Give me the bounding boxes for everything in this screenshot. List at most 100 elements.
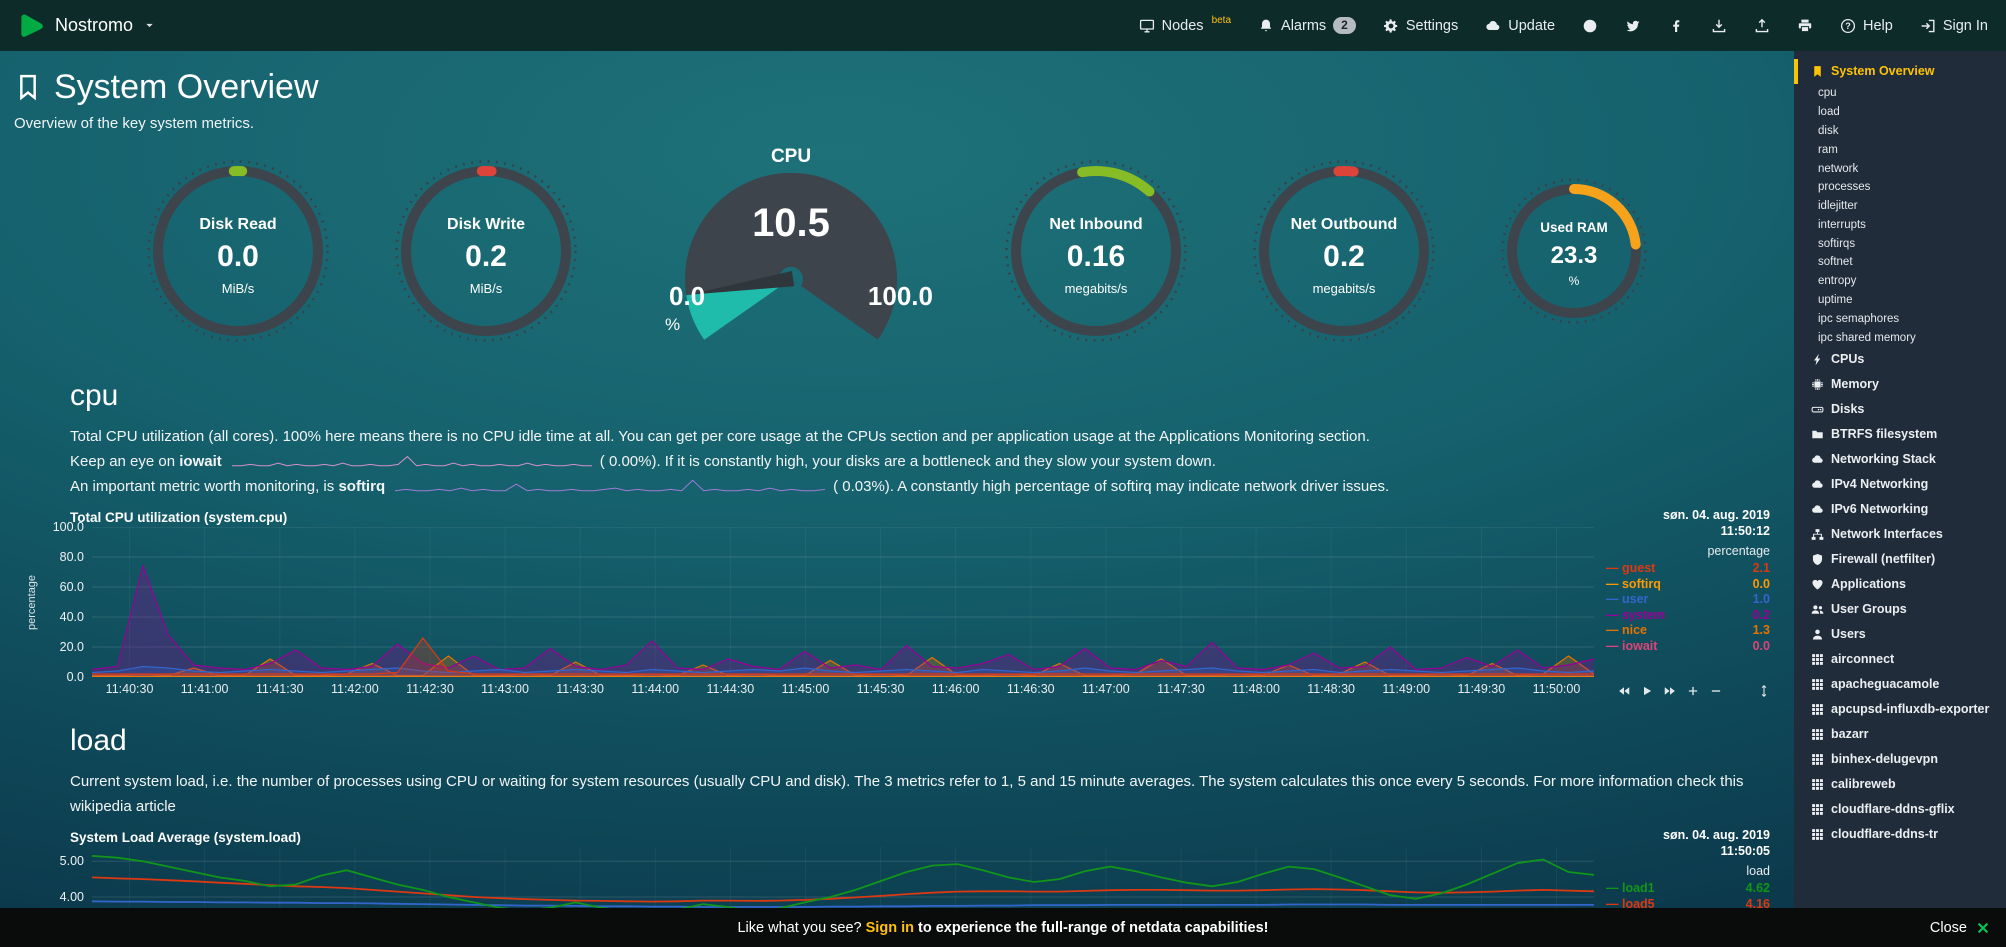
sidebar-item-users[interactable]: Users <box>1794 622 2002 647</box>
sitemap-icon <box>1810 528 1824 541</box>
sidebar-item-network[interactable]: network <box>1818 162 1859 175</box>
sidebar-item-apcupsd-influxdb-exporter[interactable]: apcupsd-influxdb-exporter <box>1794 697 2002 722</box>
zoom-in-button[interactable] <box>1687 685 1699 697</box>
gauge-net-outbound[interactable]: Net Outbound 0.2 megabits/s <box>1251 158 1437 344</box>
gauge-disk-write[interactable]: Disk Write 0.2 MiB/s <box>393 158 579 344</box>
download-icon <box>1711 18 1727 34</box>
iowait-sparkline <box>231 451 592 467</box>
gauge-cpu[interactable]: CPU 10.5 0.0 100.0 % <box>641 145 941 357</box>
cpu-chart-plot[interactable] <box>91 526 1595 678</box>
sidebar-item-bazarr[interactable]: bazarr <box>1794 722 2002 747</box>
sidebar-item-cloudflare-ddns-gflix[interactable]: cloudflare-ddns-gflix <box>1794 797 2002 822</box>
sidebar-item-networking-stack[interactable]: Networking Stack <box>1794 447 2002 472</box>
sidebar-item-ipc-semaphores[interactable]: ipc semaphores <box>1818 312 1900 325</box>
nodes-button[interactable]: Nodes beta <box>1139 15 1232 34</box>
sidebar-item-ram[interactable]: ram <box>1818 143 1838 156</box>
sign-in-button[interactable]: Sign In <box>1920 18 1988 34</box>
sidebar-item-applications[interactable]: Applications <box>1794 572 2002 597</box>
gauge-graphic <box>641 169 941 352</box>
node-selector[interactable]: Nostromo <box>18 12 156 39</box>
sidebar-item-memory[interactable]: Memory <box>1794 372 2002 397</box>
sidebar-item-user-groups[interactable]: User Groups <box>1794 597 2002 622</box>
sidebar-item-softnet[interactable]: softnet <box>1818 256 1853 269</box>
gauge-disk-read[interactable]: Disk Read 0.0 MiB/s <box>145 158 331 344</box>
gauge-label: Disk Read <box>199 215 277 233</box>
sidebar-item-cloudflare-ddns-tr[interactable]: cloudflare-ddns-tr <box>1794 822 2002 847</box>
sidebar-menu: System Overview cpu load disk ram network proc… <box>1794 59 2002 847</box>
gauge-value: 0.2 <box>1323 239 1365 273</box>
gauge-units: MiB/s <box>469 280 503 296</box>
sidebar-item-btrfs-filesystem[interactable]: BTRFS filesystem <box>1794 422 2002 447</box>
grid-icon <box>1810 678 1824 691</box>
twitter-button[interactable] <box>1625 18 1641 34</box>
gauge-net-inbound[interactable]: Net Inbound 0.16 megabits/s <box>1003 158 1189 344</box>
sidebar-item-processes[interactable]: processes <box>1818 181 1871 194</box>
play-button[interactable] <box>1641 685 1653 697</box>
chart-title: Total CPU utilization (system.cpu) <box>70 509 288 525</box>
facebook-button[interactable] <box>1668 18 1684 34</box>
sidebar-item-system-overview[interactable]: System Overview <box>1794 59 2002 84</box>
close-label: Close <box>1929 919 1967 936</box>
close-banner-button[interactable]: Close <box>1930 920 1990 936</box>
sidebar-item-softirqs[interactable]: softirqs <box>1818 237 1856 250</box>
user-icon <box>1810 628 1824 641</box>
sidebar-item-airconnect[interactable]: airconnect <box>1794 647 2002 672</box>
sidebar-item-idlejitter[interactable]: idlejitter <box>1818 200 1858 213</box>
sidebar-item-interrupts[interactable]: interrupts <box>1818 218 1866 231</box>
y-axis-label: percentage <box>26 574 38 630</box>
sidebar-item-disks[interactable]: Disks <box>1794 397 2002 422</box>
sidebar-item-firewall-netfilter-[interactable]: Firewall (netfilter) <box>1794 547 2002 572</box>
help-icon: ? <box>1840 18 1856 34</box>
page-header: System Overview Overview of the key syst… <box>0 51 1794 132</box>
sidebar-item-calibreweb[interactable]: calibreweb <box>1794 772 2002 797</box>
help-button[interactable]: ? Help <box>1840 18 1893 34</box>
legend-rows: guest2.1softirq0.0user1.0system0.2nice1.… <box>1606 561 1770 654</box>
sidebar-item-disk[interactable]: disk <box>1818 124 1839 137</box>
sidebar-item-cpu[interactable]: cpu <box>1818 87 1837 100</box>
users-icon <box>1810 603 1824 616</box>
print-button[interactable] <box>1797 18 1813 34</box>
pan-backward-button[interactable] <box>1618 685 1630 697</box>
grid-icon <box>1810 728 1824 741</box>
gauge-used-ram[interactable]: Used RAM 23.3 % <box>1499 176 1649 326</box>
cpu-description-line3: An important metric worth monitoring, is… <box>70 478 1390 495</box>
zoom-out-button[interactable] <box>1710 685 1722 697</box>
update-button[interactable]: Update <box>1485 18 1555 34</box>
beta-badge: beta <box>1211 15 1232 26</box>
chart-resize-handle[interactable] <box>1758 685 1770 697</box>
pan-forward-button[interactable] <box>1664 685 1676 697</box>
gauge-units: megabits/s <box>1064 280 1128 296</box>
sidebar-item-network-interfaces[interactable]: Network Interfaces <box>1794 522 2002 547</box>
cloud-icon <box>1485 18 1501 34</box>
bookmark-icon <box>1810 65 1824 78</box>
sidebar-item-ipv4-networking[interactable]: IPv4 Networking <box>1794 472 2002 497</box>
help-label: Help <box>1863 17 1893 34</box>
sidebar-item-load[interactable]: load <box>1818 106 1840 119</box>
import-snapshot-button[interactable] <box>1754 18 1770 34</box>
sidebar-item-binhex-delugevpn[interactable]: binhex-delugevpn <box>1794 747 2002 772</box>
settings-button[interactable]: Settings <box>1383 18 1458 34</box>
export-snapshot-button[interactable] <box>1711 18 1727 34</box>
chevron-down-icon <box>143 19 156 32</box>
sidebar-item-cpus[interactable]: CPUs <box>1794 347 2002 372</box>
github-button[interactable] <box>1582 18 1598 34</box>
gauge-graphic <box>145 158 331 349</box>
sidebar-item-entropy[interactable]: entropy <box>1818 275 1857 288</box>
alarms-button[interactable]: Alarms 2 <box>1258 17 1356 34</box>
sidebar-item-ipc-shared-memory[interactable]: ipc shared memory <box>1818 331 1916 344</box>
sidebar-item-uptime[interactable]: uptime <box>1818 293 1853 306</box>
sidebar-item-ipv6-networking[interactable]: IPv6 Networking <box>1794 497 2002 522</box>
gauge-units: % <box>1568 273 1580 288</box>
sidebar-item-apacheguacamole[interactable]: apacheguacamole <box>1794 672 2002 697</box>
sign-in-link[interactable]: Sign in <box>865 919 914 936</box>
top-bar: Nostromo Nodes beta Alarms 2 Settings Up… <box>0 0 2006 51</box>
folder-icon <box>1810 428 1824 441</box>
